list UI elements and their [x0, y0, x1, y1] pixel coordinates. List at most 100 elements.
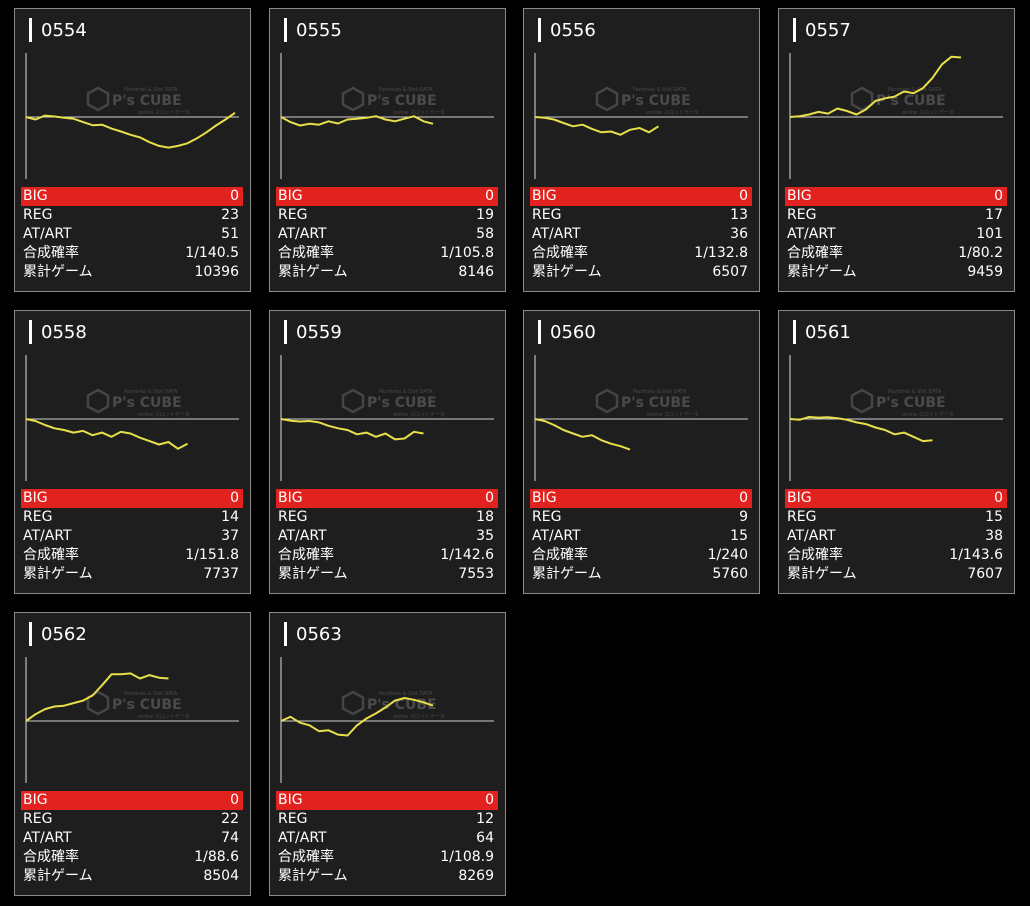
cube-icon: [341, 86, 365, 112]
graph-line: [280, 697, 434, 737]
machine-number[interactable]: 0562: [41, 624, 87, 645]
slump-graph: P's CUBE Pachinko & Slot DATA online スロッ…: [789, 53, 1003, 179]
machine-card[interactable]: 0554 P's CUBE Pachinko & Slot DATA onlin…: [14, 8, 251, 292]
machine-card[interactable]: 0558 P's CUBE Pachinko & Slot DATA onlin…: [14, 310, 251, 594]
prob-value: 1/140.5: [185, 245, 239, 261]
machine-number[interactable]: 0556: [550, 20, 596, 41]
big-row: BIG 0: [785, 187, 1007, 206]
graph-line: [789, 55, 962, 118]
machine-card[interactable]: 0555 P's CUBE Pachinko & Slot DATA onlin…: [269, 8, 506, 292]
machine-card[interactable]: 0562 P's CUBE Pachinko & Slot DATA onlin…: [14, 612, 251, 896]
machine-card[interactable]: 0559 P's CUBE Pachinko & Slot DATA onlin…: [269, 310, 506, 594]
big-row: BIG 0: [276, 489, 498, 508]
stats-table: BIG 0 REG 19 AT/ART 58 合成確率 1/105.8 累計ゲー…: [276, 187, 498, 282]
games-label: 累計ゲーム: [23, 566, 93, 582]
games-value: 8146: [458, 264, 494, 280]
prob-row: 合成確率 1/143.6: [785, 546, 1007, 565]
stats-table: BIG 0 REG 14 AT/ART 37 合成確率 1/151.8 累計ゲー…: [21, 489, 243, 584]
prob-label: 合成確率: [787, 547, 843, 563]
at-value: 101: [976, 226, 1003, 242]
big-row: BIG 0: [21, 187, 243, 206]
graph-line: [25, 111, 236, 149]
at-row: AT/ART 51: [21, 225, 243, 244]
reg-value: 15: [985, 509, 1003, 525]
machine-card[interactable]: 0557 P's CUBE Pachinko & Slot DATA onlin…: [778, 8, 1015, 292]
games-row: 累計ゲーム 7553: [276, 565, 498, 584]
machine-number[interactable]: 0555: [296, 20, 342, 41]
stats-table: BIG 0 REG 18 AT/ART 35 合成確率 1/142.6 累計ゲー…: [276, 489, 498, 584]
header-marker: [284, 622, 287, 646]
prob-label: 合成確率: [787, 245, 843, 261]
cube-icon: [595, 388, 619, 414]
cube-icon: [86, 86, 110, 112]
games-label: 累計ゲーム: [278, 566, 348, 582]
cube-icon: [850, 86, 874, 112]
watermark-top: Pachinko & Slot DATA: [379, 691, 433, 697]
at-label: AT/ART: [787, 226, 836, 242]
reg-value: 22: [221, 811, 239, 827]
at-value: 36: [730, 226, 748, 242]
at-label: AT/ART: [278, 528, 327, 544]
games-row: 累計ゲーム 8146: [276, 263, 498, 282]
watermark-top: Pachinko & Slot DATA: [888, 389, 942, 395]
prob-row: 合成確率 1/240: [530, 546, 752, 565]
stats-table: BIG 0 REG 17 AT/ART 101 合成確率 1/80.2 累計ゲー…: [785, 187, 1007, 282]
machine-number[interactable]: 0559: [296, 322, 342, 343]
watermark-logo: P's CUBE Pachinko & Slot DATA online スロッ…: [86, 86, 190, 116]
stats-table: BIG 0 REG 13 AT/ART 36 合成確率 1/132.8 累計ゲー…: [530, 187, 752, 282]
reg-label: REG: [278, 811, 308, 827]
at-row: AT/ART 35: [276, 527, 498, 546]
games-label: 累計ゲーム: [23, 868, 93, 884]
header-marker: [538, 320, 541, 344]
at-row: AT/ART 101: [785, 225, 1007, 244]
watermark-brand: P's CUBE: [621, 395, 691, 411]
watermark-top: Pachinko & Slot DATA: [124, 87, 178, 93]
reg-value: 9: [739, 509, 748, 525]
at-row: AT/ART 37: [21, 527, 243, 546]
machine-number[interactable]: 0561: [805, 322, 851, 343]
watermark-bottom: online スロットデータ: [393, 411, 445, 418]
at-label: AT/ART: [23, 528, 72, 544]
big-value: 0: [739, 490, 748, 506]
prob-value: 1/105.8: [440, 245, 494, 261]
slump-graph: P's CUBE Pachinko & Slot DATA online スロッ…: [280, 355, 494, 481]
watermark-brand: P's CUBE: [876, 93, 946, 109]
machine-number[interactable]: 0560: [550, 322, 596, 343]
graph-line: [534, 116, 660, 136]
prob-value: 1/132.8: [694, 245, 748, 261]
prob-label: 合成確率: [532, 245, 588, 261]
reg-value: 18: [476, 509, 494, 525]
watermark-logo: P's CUBE Pachinko & Slot DATA online スロッ…: [595, 86, 699, 116]
machine-card[interactable]: 0556 P's CUBE Pachinko & Slot DATA onlin…: [523, 8, 760, 292]
machine-card[interactable]: 0561 P's CUBE Pachinko & Slot DATA onlin…: [778, 310, 1015, 594]
machine-number[interactable]: 0554: [41, 20, 87, 41]
big-value: 0: [230, 188, 239, 204]
big-label: BIG: [532, 490, 557, 506]
reg-label: REG: [278, 509, 308, 525]
games-row: 累計ゲーム 5760: [530, 565, 752, 584]
machine-number[interactable]: 0558: [41, 322, 87, 343]
games-value: 7553: [458, 566, 494, 582]
machine-number[interactable]: 0563: [296, 624, 342, 645]
at-value: 74: [221, 830, 239, 846]
prob-label: 合成確率: [278, 849, 334, 865]
reg-label: REG: [23, 811, 53, 827]
reg-value: 14: [221, 509, 239, 525]
prob-value: 1/240: [707, 547, 748, 563]
at-row: AT/ART 74: [21, 829, 243, 848]
machine-number[interactable]: 0557: [805, 20, 851, 41]
slump-graph: P's CUBE Pachinko & Slot DATA online スロッ…: [25, 657, 239, 783]
prob-row: 合成確率 1/142.6: [276, 546, 498, 565]
machine-card[interactable]: 0563 P's CUBE Pachinko & Slot DATA onlin…: [269, 612, 506, 896]
big-label: BIG: [23, 490, 48, 506]
stats-table: BIG 0 REG 23 AT/ART 51 合成確率 1/140.5 累計ゲー…: [21, 187, 243, 282]
slump-graph: P's CUBE Pachinko & Slot DATA online スロッ…: [280, 53, 494, 179]
prob-value: 1/142.6: [440, 547, 494, 563]
machine-card[interactable]: 0560 P's CUBE Pachinko & Slot DATA onlin…: [523, 310, 760, 594]
prob-value: 1/80.2: [958, 245, 1003, 261]
watermark-bottom: online スロットデータ: [647, 411, 699, 418]
reg-label: REG: [787, 207, 817, 223]
reg-row: REG 13: [530, 206, 752, 225]
header-marker: [29, 18, 32, 42]
graph-line: [534, 418, 631, 451]
